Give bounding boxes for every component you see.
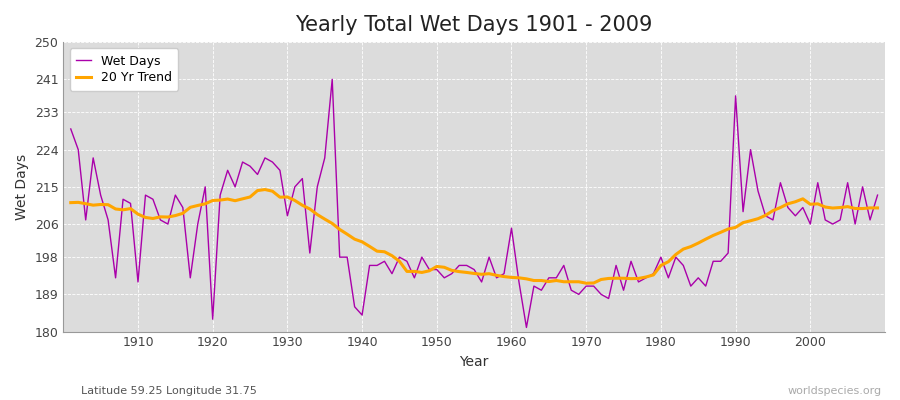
Wet Days (521, 325, 532, 330)
20 Yr Trend (297, 203, 308, 208)
Wet Days (514, 280, 525, 284)
Wet Days (611, 263, 622, 268)
Wet Days (66, 126, 77, 131)
20 Yr Trend (342, 232, 353, 236)
Legend: Wet Days, 20 Yr Trend: Wet Days, 20 Yr Trend (69, 48, 178, 91)
Wet Days (342, 255, 353, 260)
Line: Wet Days: Wet Days (71, 79, 878, 328)
Wet Days (125, 201, 136, 206)
X-axis label: Year: Year (460, 355, 489, 369)
Title: Yearly Total Wet Days 1901 - 2009: Yearly Total Wet Days 1901 - 2009 (295, 15, 652, 35)
Wet Days (290, 184, 301, 189)
Wet Days (872, 193, 883, 198)
20 Yr Trend (125, 206, 136, 211)
20 Yr Trend (611, 276, 622, 281)
20 Yr Trend (580, 281, 591, 286)
Wet Days (506, 226, 517, 231)
20 Yr Trend (872, 206, 883, 210)
20 Yr Trend (66, 200, 77, 205)
20 Yr Trend (506, 275, 517, 280)
Line: 20 Yr Trend: 20 Yr Trend (71, 190, 878, 283)
Text: worldspecies.org: worldspecies.org (788, 386, 882, 396)
Text: Latitude 59.25 Longitude 31.75: Latitude 59.25 Longitude 31.75 (81, 386, 256, 396)
Y-axis label: Wet Days: Wet Days (15, 154, 29, 220)
20 Yr Trend (259, 187, 270, 192)
20 Yr Trend (514, 276, 525, 280)
Wet Days (327, 77, 338, 82)
